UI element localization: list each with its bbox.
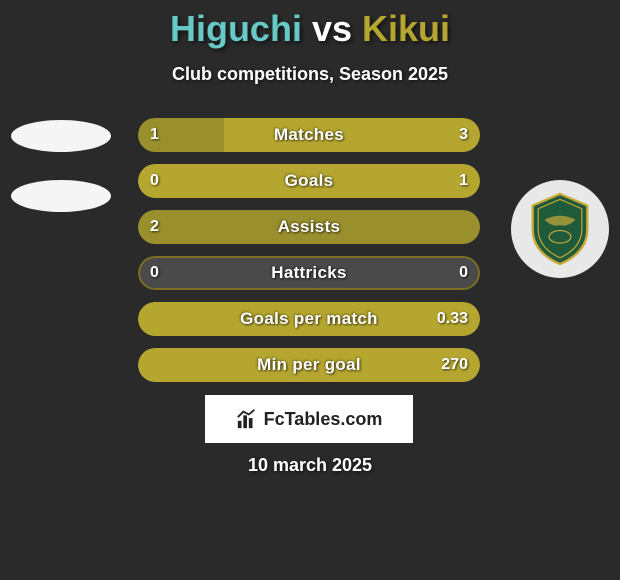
stat-row: 0.33Goals per match [138, 302, 480, 336]
stat-label: Matches [138, 118, 480, 152]
title-player2: Kikui [362, 8, 450, 49]
player1-ellipse-1 [11, 120, 111, 152]
shield-crest-icon [521, 190, 599, 268]
fctables-label: FcTables.com [264, 409, 383, 430]
stat-row: 2Assists [138, 210, 480, 244]
stat-label: Min per goal [138, 348, 480, 382]
stats-bars: 13Matches 01Goals 2Assists 00Hattricks 0.33G… [138, 118, 480, 394]
player1-logo-area [8, 120, 113, 212]
stat-row: 13Matches [138, 118, 480, 152]
page-title: Higuchi vs Kikui [0, 0, 620, 50]
subtitle: Club competitions, Season 2025 [0, 64, 620, 85]
stat-label: Goals [138, 164, 480, 198]
stat-label: Goals per match [138, 302, 480, 336]
stat-row: 01Goals [138, 164, 480, 198]
player2-crest [511, 180, 609, 278]
chart-icon [236, 408, 258, 430]
player2-logo-area [507, 180, 612, 278]
stat-label: Hattricks [138, 256, 480, 290]
title-player1: Higuchi [170, 8, 302, 49]
title-vs: vs [312, 8, 352, 49]
stat-row: 00Hattricks [138, 256, 480, 290]
fctables-badge: FcTables.com [205, 395, 413, 443]
date-text: 10 march 2025 [0, 455, 620, 476]
stat-row: 270Min per goal [138, 348, 480, 382]
stat-label: Assists [138, 210, 480, 244]
player1-ellipse-2 [11, 180, 111, 212]
